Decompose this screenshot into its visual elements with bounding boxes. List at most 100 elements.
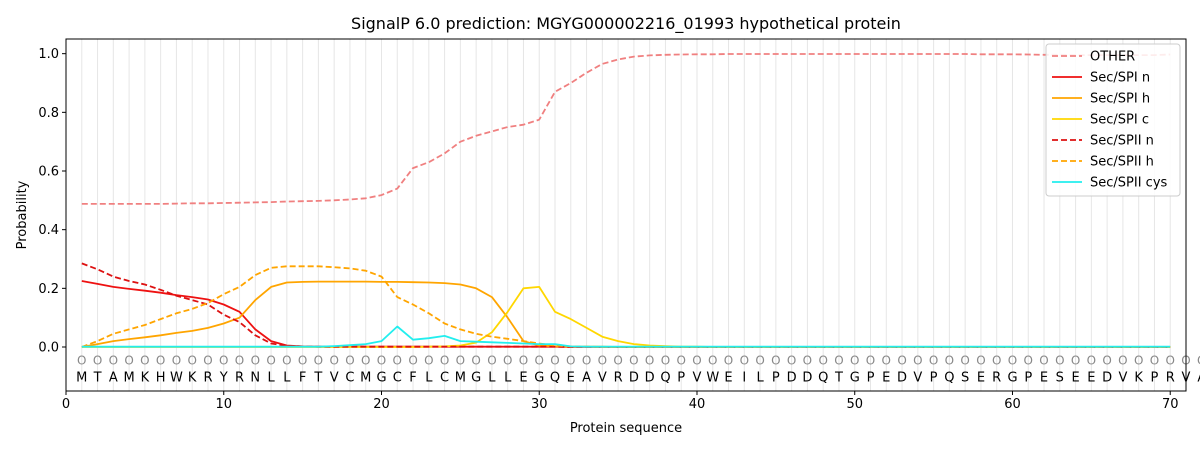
region-marker: O (1087, 354, 1096, 368)
region-marker: O (913, 354, 922, 368)
residue-label: G (471, 370, 481, 385)
y-axis-label: Probability (15, 180, 30, 249)
region-marker: O (645, 354, 654, 368)
legend-label: Sec/SPII n (1090, 134, 1154, 149)
residue-label: V (693, 370, 702, 385)
residue-label: D (802, 370, 812, 385)
residue-label: M (455, 370, 466, 385)
region-marker: O (314, 354, 323, 368)
markers-layer: OMOTOAOMOKOHOWOKOROYORONOLOLOFOTOVOCOMOG… (76, 354, 1200, 386)
plot-frame (65, 38, 1187, 392)
region-marker: O (298, 354, 307, 368)
region-marker: O (692, 354, 701, 368)
residue-label: T (834, 370, 843, 385)
x-tick-label: 40 (689, 397, 706, 412)
region-marker: O (724, 354, 733, 368)
residue-label: F (299, 370, 306, 385)
series-line (81, 280, 1171, 348)
region-marker: O (519, 354, 528, 368)
residue-label: E (977, 370, 985, 385)
region-marker: O (613, 354, 622, 368)
region-marker: O (945, 354, 954, 368)
region-marker: O (598, 354, 607, 368)
region-marker: O (77, 354, 86, 368)
residue-label: K (1134, 370, 1143, 385)
chart-title: SignalP 6.0 prediction: MGYG000002216_01… (351, 14, 901, 34)
residue-label: Q (818, 370, 828, 385)
residue-label: E (724, 370, 732, 385)
region-marker: O (266, 354, 275, 368)
region-marker: O (550, 354, 559, 368)
residue-label: Q (660, 370, 670, 385)
residue-label: E (1087, 370, 1095, 385)
region-marker: O (582, 354, 591, 368)
region-marker: O (1150, 354, 1159, 368)
legend-label: Sec/SPI h (1090, 92, 1150, 107)
y-tick-label: 0.8 (38, 106, 59, 121)
region-marker: O (503, 354, 512, 368)
region-marker: O (1024, 354, 1033, 368)
region-marker: O (850, 354, 859, 368)
residue-label: L (267, 370, 275, 385)
region-marker: O (424, 354, 433, 368)
residue-label: P (772, 370, 780, 385)
y-tick-label: 1.0 (38, 47, 59, 62)
residue-label: R (235, 370, 244, 385)
region-marker: O (992, 354, 1001, 368)
region-marker: O (408, 354, 417, 368)
region-marker: O (487, 354, 496, 368)
y-tick-label: 0.4 (38, 223, 59, 238)
series-line (81, 265, 1171, 348)
legend-frame (1045, 43, 1181, 197)
residue-label: D (787, 370, 797, 385)
residue-label: D (645, 370, 655, 385)
region-marker: O (676, 354, 685, 368)
lines-layer (81, 53, 1171, 348)
residue-label: V (1118, 370, 1127, 385)
series-line (81, 280, 1171, 348)
residue-label: A (109, 370, 118, 385)
residue-label: Q (550, 370, 560, 385)
region-marker: O (566, 354, 575, 368)
residue-label: R (614, 370, 623, 385)
residue-label: E (1071, 370, 1079, 385)
region-marker: O (440, 354, 449, 368)
residue-label: P (1024, 370, 1032, 385)
residue-label: V (330, 370, 339, 385)
legend-label: OTHER (1090, 50, 1135, 65)
region-marker: O (471, 354, 480, 368)
y-tick-label: 0.0 (38, 341, 59, 356)
residue-label: S (961, 370, 969, 385)
residue-label: P (930, 370, 938, 385)
residue-label: Y (219, 370, 228, 385)
residue-label: K (188, 370, 197, 385)
region-marker: O (787, 354, 796, 368)
residue-label: G (850, 370, 860, 385)
residue-label: P (867, 370, 875, 385)
region-marker: O (109, 354, 118, 368)
residue-label: I (742, 370, 746, 385)
region-marker: O (1102, 354, 1111, 368)
axes-layer: 0 10 20 30 40 50 60 70 0.0 0.2 0.4 0.6 0.8 1.0 (38, 47, 1178, 412)
x-tick-label: 50 (846, 397, 863, 412)
region-marker: O (203, 354, 212, 368)
region-marker: O (187, 354, 196, 368)
region-marker: O (929, 354, 938, 368)
y-tick-label: 0.2 (38, 282, 59, 297)
residue-label: M (123, 370, 134, 385)
residue-label: L (283, 370, 291, 385)
region-marker: O (803, 354, 812, 368)
legend-label: Sec/SPII h (1090, 155, 1154, 170)
region-marker: O (140, 354, 149, 368)
residue-label: F (409, 370, 416, 385)
region-marker: O (960, 354, 969, 368)
region-marker: O (361, 354, 370, 368)
region-marker: O (976, 354, 985, 368)
residue-label: E (567, 370, 575, 385)
residue-label: C (345, 370, 354, 385)
x-tick-label: 20 (373, 397, 390, 412)
region-marker: O (1039, 354, 1048, 368)
x-tick-label: 10 (215, 397, 232, 412)
residue-label: E (882, 370, 890, 385)
